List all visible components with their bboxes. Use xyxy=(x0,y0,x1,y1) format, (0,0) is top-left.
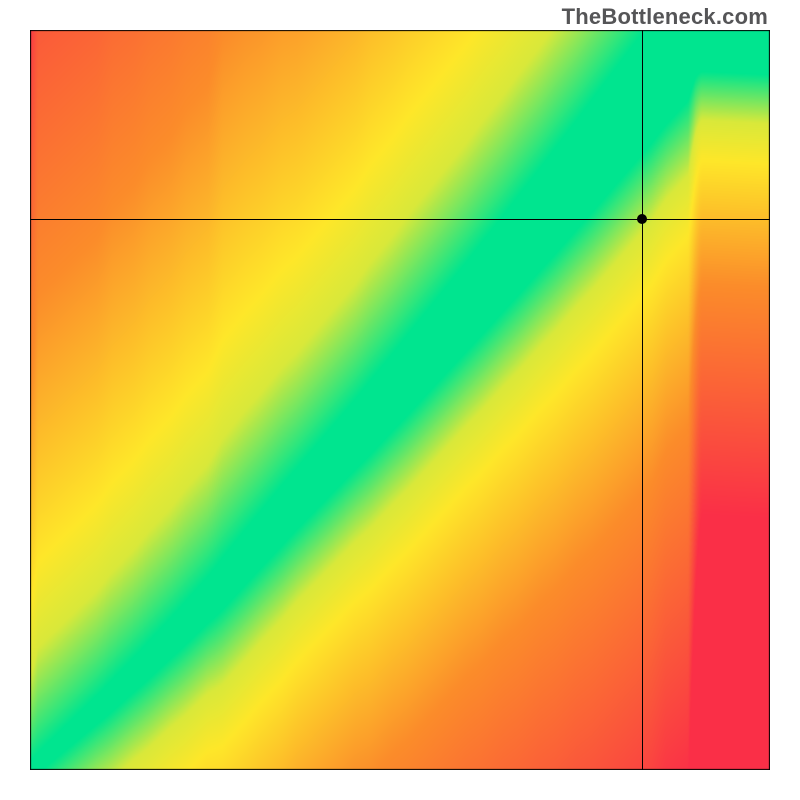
crosshair-marker-dot xyxy=(637,214,647,224)
crosshair-vertical-line xyxy=(642,30,643,770)
watermark-text: TheBottleneck.com xyxy=(562,4,768,30)
bottleneck-heatmap xyxy=(30,30,770,770)
chart-container: { "chart": { "type": "heatmap", "canvas_… xyxy=(0,0,800,800)
crosshair-horizontal-line xyxy=(30,219,770,220)
